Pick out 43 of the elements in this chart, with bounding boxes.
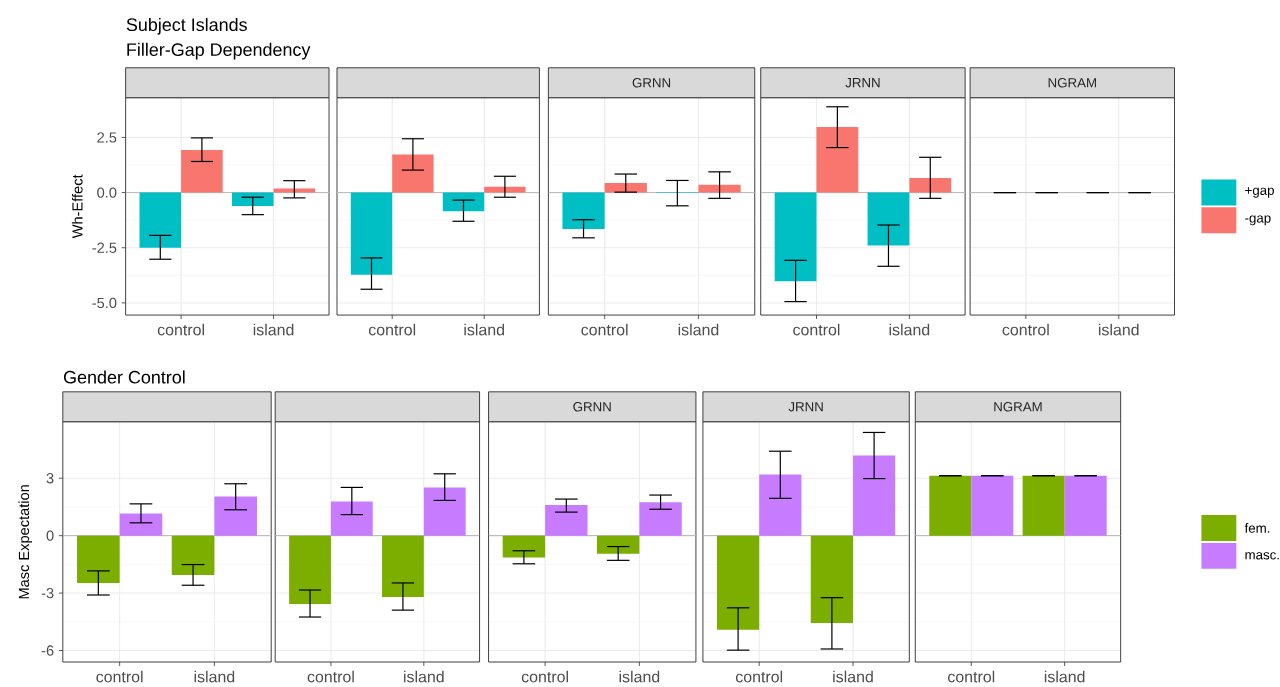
x-tick-label: island <box>619 670 660 683</box>
chart-title: Subject Islands <box>126 17 247 35</box>
y-tick-label: -6 <box>41 645 54 656</box>
x-tick-label: island <box>678 323 719 336</box>
chart-title: JRNN <box>845 78 880 88</box>
x-tick-label: control <box>581 323 628 336</box>
y-tick-label: 0.0 <box>97 187 117 198</box>
y-axis-title: Wh-Effect <box>71 174 83 239</box>
x-tick-label: control <box>948 670 995 683</box>
x-tick-label: control <box>96 670 143 683</box>
y-tick-label: 3 <box>46 473 54 484</box>
y-axis-title: Masc Expectation <box>18 485 32 599</box>
x-tick-label: island <box>194 670 235 683</box>
x-tick-label: control <box>157 323 204 336</box>
x-tick-label: island <box>464 323 504 336</box>
chart-title: NGRAM <box>994 402 1042 412</box>
y-tick-label: -2.5 <box>92 242 117 254</box>
x-tick-label: control <box>793 323 840 336</box>
legend-label: masc. <box>1245 552 1279 560</box>
chart-title: NGRAM <box>1048 78 1096 88</box>
chart-subtitle: Filler-Gap Dependency <box>127 42 311 60</box>
x-tick-label: island <box>1044 670 1085 683</box>
x-tick-label: island <box>404 670 444 683</box>
legend-label: -gap <box>1245 215 1271 226</box>
x-tick-label: control <box>307 670 354 683</box>
x-tick-label: control <box>735 670 783 683</box>
y-tick-label: 0 <box>46 530 54 541</box>
chart-title: GRNN <box>573 402 611 412</box>
x-tick-label: island <box>1098 323 1139 336</box>
x-tick-label: control <box>368 323 416 336</box>
chart-title: Gender Control <box>63 370 185 384</box>
x-tick-label: island <box>253 323 294 336</box>
x-tick-label: island <box>889 323 930 336</box>
y-tick-label: 2.5 <box>97 132 117 143</box>
legend-label: fem. <box>1244 523 1270 533</box>
x-tick-label: control <box>1002 323 1049 336</box>
x-tick-label: control <box>521 670 568 683</box>
x-tick-label: island <box>833 670 873 683</box>
y-tick-label: -5.0 <box>92 297 117 309</box>
y-tick-label: -3 <box>41 588 54 599</box>
chart-title: JRNN <box>788 402 823 412</box>
legend-label: +gap <box>1245 187 1274 198</box>
chart-title: GRNN <box>632 78 671 88</box>
